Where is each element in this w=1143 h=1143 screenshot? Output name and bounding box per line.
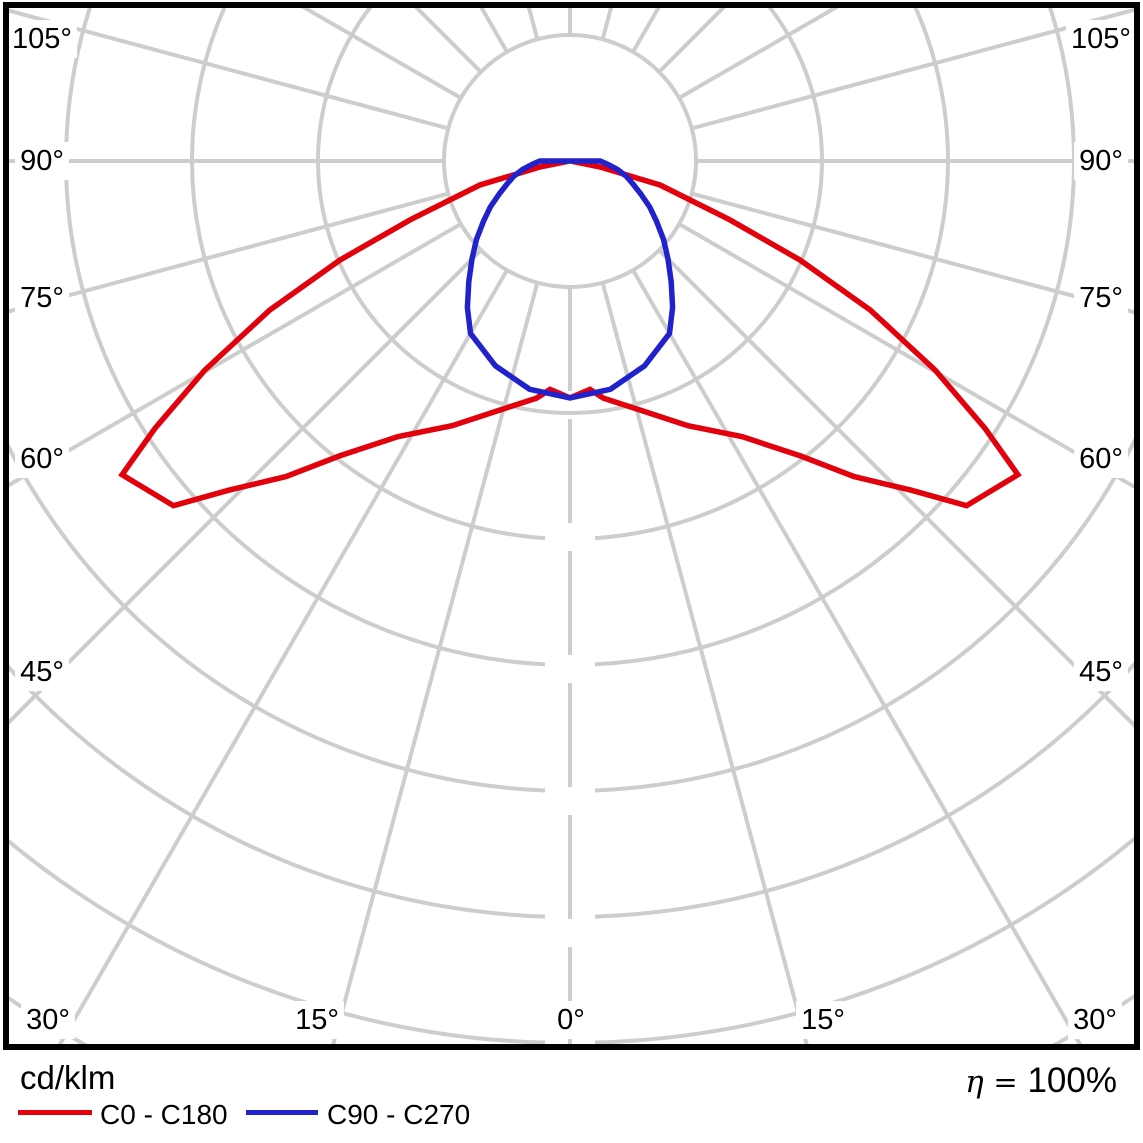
axis-label-bg [1074,279,1128,317]
axis-label-bg [1074,142,1128,180]
grid-ray [691,8,1134,131]
axis-label: 90° [20,145,64,177]
eta-equals: = [993,1065,1018,1099]
axis-label: 15° [801,1004,845,1036]
axis-label: 30° [1073,1004,1117,1036]
axis-label: 75° [20,282,64,314]
axis-label: 105° [12,23,72,55]
grid-ray [9,222,462,488]
grid-ray [678,222,1134,489]
axis-label-bg [1074,440,1128,478]
grid-ray [657,248,1134,728]
axis-label: 45° [1079,656,1123,688]
legend-swatch-c90-c270 [246,1110,318,1115]
axis-label: 15° [295,1004,339,1036]
axis-label: 105° [1071,23,1131,55]
grid-ring [64,8,1076,667]
grid-ray [9,191,449,314]
axis-label-bg [796,1001,850,1039]
grid-ring [190,8,950,541]
axis-label-bg [7,20,77,58]
axis-label-bg [15,440,69,478]
eta-value: 100% [1027,1061,1117,1100]
grid-ray [600,282,809,1044]
axis-label: 75° [1079,282,1123,314]
eta-symbol: η [965,1064,984,1100]
axis-label-bg [1066,20,1136,58]
axis-label-bg [290,1001,344,1039]
grid-ray [9,248,483,725]
axis-label-bg [15,653,69,691]
grid-ray [9,8,449,131]
axis-label-bg [552,1001,590,1039]
radial-unit-label: cd/klm [20,1059,116,1096]
grid-ray [691,191,1134,315]
curves [118,158,1022,509]
light-output-ratio: η = 100% [965,1062,1117,1101]
angle-axis-labels: 105° 90° 75° 60° 45° 105° 90° 75° 60° 45° 30° 15° 0°… [7,20,1136,1039]
diagram-frame [3,2,1140,1050]
legend-label-c0-c180: C0 - C180 [100,1099,228,1130]
legend-swatch-c0-c180 [18,1110,92,1115]
axis-label-bg [15,142,69,180]
axis-label: 60° [1079,443,1123,475]
axis-label: 60° [20,443,64,475]
grid-ray [331,282,540,1044]
legend-label-c90-c270: C90 - C270 [327,1099,471,1130]
axis-label: 45° [20,656,64,688]
grid-ray [631,269,1083,1044]
axis-label: 30° [26,1004,70,1036]
legend: C0 - C180 C90 - C270 [0,1098,1143,1143]
axis-label-bg [21,1001,75,1039]
curve-c90-c270 [464,158,676,401]
axis-label-bg [15,279,69,317]
grid-ray [57,269,509,1044]
axis-label: 0° [557,1004,585,1036]
axis-label-bg [1068,1001,1122,1039]
axis-label-bg [1074,653,1128,691]
axis-label: 90° [1079,145,1123,177]
